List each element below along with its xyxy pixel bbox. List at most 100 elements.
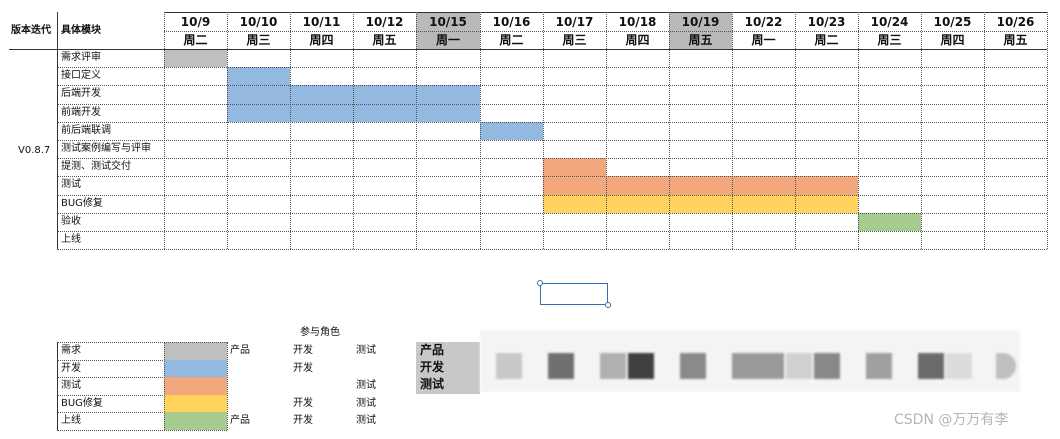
date-col-line (669, 12, 670, 250)
date-header: 10/22 (744, 15, 783, 29)
module-column-header: 具体模块 (61, 25, 101, 36)
weekday-header: 周二 (183, 33, 208, 47)
legend-role: 产品 (230, 345, 250, 356)
date-col-line (858, 12, 859, 250)
row-line (57, 176, 1047, 178)
date-header: 10/23 (807, 15, 846, 29)
header-shaded-cell (669, 12, 732, 49)
date-col-line (984, 12, 985, 250)
legend-right-line (227, 342, 228, 430)
legend-row-line (57, 359, 227, 361)
selected-rectangle-shape[interactable] (540, 283, 608, 305)
blur-block-4 (628, 353, 654, 379)
task-name: 上线 (61, 234, 81, 245)
date-header: 10/26 (996, 15, 1035, 29)
task-name: 前端开发 (61, 106, 101, 118)
legend-row-line (57, 394, 227, 396)
task-bar (858, 212, 921, 231)
role-key-label: 开发 (420, 360, 445, 374)
row-line (57, 231, 1047, 232)
header-bottom-border (9, 49, 1047, 50)
date-col-line (290, 12, 291, 250)
date-col-line (732, 12, 733, 250)
row-line (57, 158, 1047, 160)
role-key-label: 产品 (420, 343, 445, 357)
legend-top-line (57, 342, 227, 343)
legend-swatch (164, 394, 227, 413)
legend-swatch (164, 412, 227, 430)
date-header: 10/10 (239, 15, 278, 29)
date-header: 10/25 (933, 15, 972, 29)
weekday-header: 周五 (688, 33, 713, 47)
task-name: 需求评审 (61, 52, 101, 63)
date-col-line (164, 12, 165, 250)
legend-row-line (57, 430, 227, 431)
resize-handle-top-left[interactable] (537, 280, 543, 286)
date-header: 10/9 (180, 15, 211, 29)
weekday-header: 周一 (435, 33, 460, 47)
legend-name: BUG修复 (61, 397, 103, 409)
task-bar (480, 121, 543, 140)
role-key-box (416, 342, 480, 394)
weekday-header: 周三 (246, 33, 271, 47)
blur-block-1 (496, 353, 522, 379)
resize-handle-bottom-right[interactable] (605, 302, 611, 308)
date-col-line (795, 12, 796, 250)
legend-swatch (164, 359, 227, 378)
date-header: 10/12 (365, 15, 404, 29)
date-col-line (416, 12, 417, 250)
legend-role: 开发 (293, 345, 313, 356)
task-name: 提测、测试交付 (61, 161, 131, 173)
date-col-line (1047, 12, 1048, 250)
weekday-header: 周二 (499, 33, 524, 47)
legend-row-line (57, 412, 227, 414)
date-header: 10/19 (681, 15, 720, 29)
date-header: 10/16 (492, 15, 531, 29)
row-line (57, 212, 1047, 214)
date-header: 10/15 (429, 15, 467, 29)
role-key-label: 测试 (420, 377, 445, 391)
blur-block-12 (996, 353, 1016, 379)
legend-name: 测试 (61, 380, 81, 392)
weekday-header: 周四 (625, 33, 650, 47)
task-name: 后端开发 (61, 88, 101, 100)
task-bar (227, 67, 290, 86)
legend-role: 测试 (356, 345, 376, 356)
blur-block-7 (786, 353, 812, 379)
legend-role: 测试 (356, 397, 376, 409)
task-name: 验收 (61, 215, 81, 227)
legend-swatch (164, 377, 227, 395)
blur-block-10 (918, 353, 944, 379)
legend-name: 开发 (61, 362, 81, 374)
weekday-header: 周五 (372, 33, 397, 47)
blur-block-2 (548, 353, 574, 379)
task-bar (543, 194, 858, 213)
date-col-line (606, 12, 607, 250)
row-line (57, 121, 1047, 123)
date-col-line (227, 12, 228, 250)
weekday-header: 周四 (940, 33, 965, 47)
weekday-header: 周四 (309, 33, 334, 47)
version-column-header: 版本迭代 (11, 25, 51, 36)
blur-block-6 (732, 353, 784, 379)
header-mid-line (164, 31, 1047, 32)
blurred-image-strip (480, 330, 1020, 392)
header-shaded-cell (416, 12, 480, 49)
task-name: 测试案例编写与评审 (61, 143, 151, 154)
legend-role: 测试 (356, 415, 376, 427)
weekday-header: 周三 (877, 33, 902, 47)
date-col-line (480, 12, 481, 250)
task-name: BUG修复 (61, 197, 103, 209)
legend-role: 开发 (293, 362, 313, 374)
weekday-header: 周五 (1003, 33, 1028, 47)
blur-block-3 (600, 353, 626, 379)
row-line (57, 140, 1047, 141)
date-header: 10/18 (618, 15, 657, 29)
version-label: V0.8.7 (18, 145, 51, 156)
task-name: 测试 (61, 179, 81, 191)
header-top-border (164, 12, 1047, 13)
task-bar (164, 49, 227, 68)
row-line (57, 67, 1047, 69)
blur-block-8 (814, 353, 840, 379)
